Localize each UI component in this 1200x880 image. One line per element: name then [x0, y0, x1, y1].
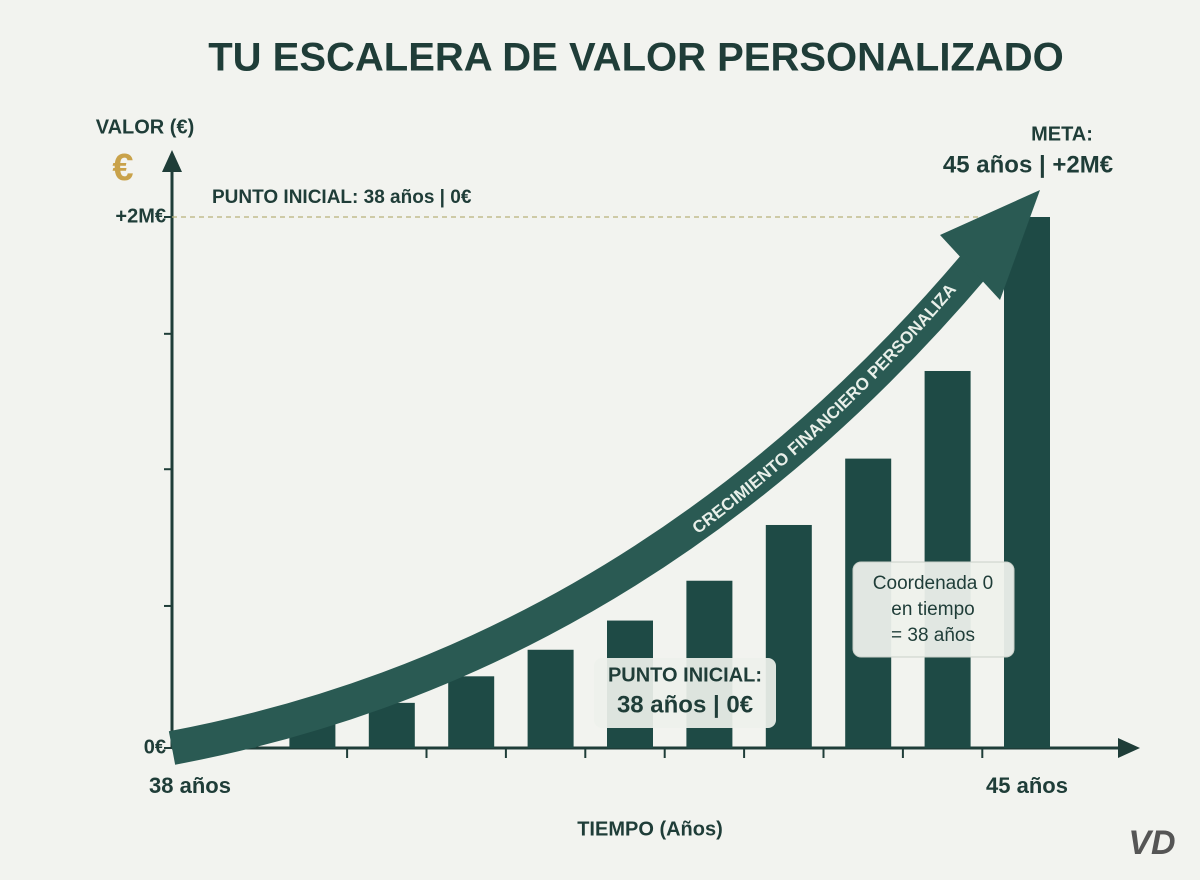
origin-box-text: Coordenada 0	[873, 573, 993, 594]
bar	[448, 676, 495, 748]
arrow-label: CRECIMIENTO FINANCIERO PERSONALIZADO	[0, 0, 960, 538]
y-tick-label: 0€	[144, 736, 166, 758]
logo: VD	[1128, 824, 1175, 862]
goal-label: META:	[1031, 123, 1093, 145]
euro-icon: €	[112, 147, 133, 189]
bar	[924, 370, 971, 748]
bar	[1004, 217, 1050, 748]
origin-box-text: = 38 años	[891, 625, 975, 646]
bar	[527, 649, 574, 748]
arrow-label: CRECIMIENTO FINANCIERO PERSONALIZADO	[0, 0, 960, 538]
start-box-text: 38 años | 0€	[617, 691, 753, 718]
target-line-label: PUNTO INICIAL: 38 años | 0€	[212, 187, 472, 208]
goal-label: 45 años | +2M€	[943, 151, 1113, 178]
origin-box	[852, 561, 1015, 658]
origin-box-text: en tiempo	[891, 599, 974, 620]
chart-title: TU ESCALERA DE VALOR PERSONALIZADO	[208, 36, 1064, 80]
y-axis-arrow	[162, 150, 182, 172]
growth-arrow-head	[940, 190, 1040, 300]
start-box	[594, 658, 776, 728]
x-axis-label: TIEMPO (Años)	[577, 818, 723, 840]
x-tick-label: 45 años	[986, 773, 1068, 798]
start-box-text: PUNTO INICIAL:	[608, 664, 762, 686]
y-tick-label: +2M€	[115, 205, 166, 227]
y-axis-label: VALOR (€)	[96, 116, 195, 138]
x-axis-arrow	[1118, 738, 1140, 758]
x-tick-label: 38 años	[149, 773, 231, 798]
growth-arrow	[168, 254, 988, 765]
